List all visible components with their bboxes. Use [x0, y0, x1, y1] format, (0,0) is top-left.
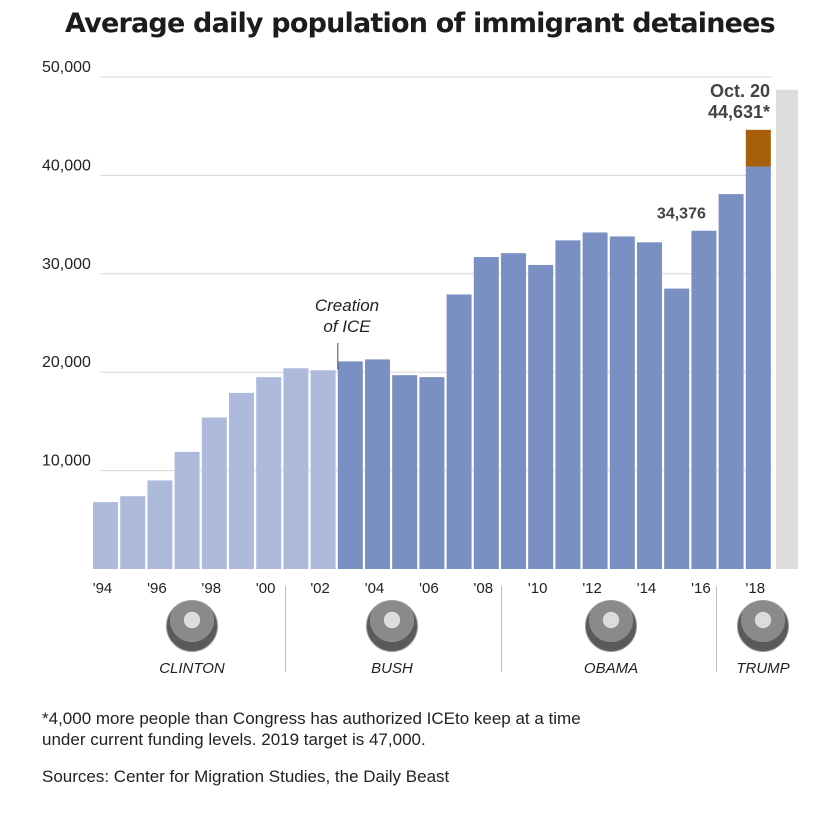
bar [229, 392, 254, 569]
bar [174, 451, 200, 569]
era-divider [716, 586, 717, 672]
x-tick-label: '16 [691, 580, 711, 597]
y-tick-label: 50,000 [42, 59, 91, 76]
bar [664, 288, 690, 569]
x-tick-label: '98 [202, 580, 222, 597]
president-name: CLINTON [159, 660, 225, 677]
bar [147, 480, 173, 569]
era-divider [285, 586, 286, 672]
bar [718, 194, 744, 569]
x-tick-label: '02 [310, 580, 330, 597]
annotation-label: Creation [315, 296, 379, 315]
x-tick-label: '12 [582, 580, 602, 597]
bar [691, 230, 717, 569]
president-name: TRUMP [736, 660, 790, 677]
bar [582, 232, 608, 570]
bar [120, 496, 146, 569]
bar [446, 294, 472, 569]
x-tick-label: '04 [365, 580, 385, 597]
bar [473, 257, 499, 569]
annotation-label: Oct. 20 [710, 81, 770, 101]
bar [256, 377, 282, 569]
bar [501, 253, 526, 570]
x-tick-label: '08 [474, 580, 494, 597]
bar [528, 264, 554, 569]
trump-portrait [737, 600, 789, 652]
bar [419, 377, 445, 569]
president-name: BUSH [371, 660, 413, 677]
footnote: *4,000 more people than Congress has aut… [42, 708, 742, 750]
x-tick-label: '18 [746, 580, 766, 597]
era-divider [501, 586, 502, 672]
x-tick-label: '10 [528, 580, 548, 597]
bar [392, 375, 418, 569]
president-clinton: CLINTON [132, 600, 252, 677]
x-tick-label: '14 [637, 580, 657, 597]
bar [337, 361, 363, 569]
clinton-portrait [166, 600, 218, 652]
x-tick-label: '00 [256, 580, 276, 597]
president-bush: BUSH [332, 600, 452, 677]
annotation-label: 34,376 [657, 206, 706, 223]
bar [609, 236, 635, 569]
president-trump: TRUMP [703, 600, 823, 677]
bush-portrait [366, 600, 418, 652]
y-tick-label: 10,000 [42, 453, 91, 470]
bar [310, 370, 336, 569]
bar [201, 417, 227, 569]
y-tick-label: 40,000 [42, 157, 91, 174]
y-tick-label: 20,000 [42, 354, 91, 371]
bar [745, 166, 771, 569]
x-tick-label: '94 [93, 580, 113, 597]
bar [637, 242, 662, 569]
chart-title: Average daily population of immigrant de… [65, 8, 776, 39]
president-name: OBAMA [583, 660, 639, 677]
bar [555, 240, 581, 569]
bar [365, 359, 390, 569]
bar-chart: 10,000 20,000 30,000 40,000 50,000 '94 '96 '98 '… [42, 59, 798, 597]
x-tick-label: '06 [419, 580, 439, 597]
y-tick-label: 30,000 [42, 256, 91, 273]
footnote-line: under current funding levels. 2019 targe… [42, 730, 426, 749]
bar [283, 368, 309, 569]
target-bar [776, 89, 798, 570]
bar [93, 502, 118, 569]
annotation-label: of ICE [323, 317, 371, 336]
bar-extension [745, 129, 771, 167]
president-obama: OBAMA [551, 600, 671, 677]
annotation-label: 44,631* [708, 102, 770, 122]
x-tick-label: '96 [147, 580, 167, 597]
sources: Sources: Center for Migration Studies, t… [42, 767, 450, 786]
obama-portrait [585, 600, 637, 652]
footnote-line: *4,000 more people than Congress has aut… [42, 709, 581, 728]
